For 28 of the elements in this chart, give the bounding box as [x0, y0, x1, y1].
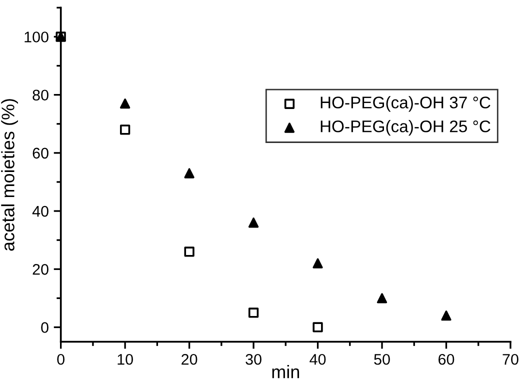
x-tick-label: 0 [57, 354, 64, 365]
point [376, 293, 388, 304]
point [120, 124, 130, 135]
point [120, 98, 130, 109]
point [184, 168, 194, 178]
x-tick-label: 30 [246, 354, 262, 365]
y-tick-label: 100 [24, 32, 48, 42]
x-tick-label: 20 [182, 354, 198, 365]
y-axis-title: acetal moieties (%) [1, 99, 18, 251]
point [312, 258, 323, 268]
y-tick-label: 20 [32, 264, 48, 275]
x-tick-label: 40 [310, 354, 326, 365]
point [248, 308, 259, 318]
x-tick-label: 60 [438, 354, 454, 365]
x-axis-title: min [272, 365, 300, 378]
point [184, 246, 194, 257]
x-tick-label: 10 [118, 354, 133, 365]
y-tick-label: 40 [32, 206, 48, 217]
x-tick-label: 50 [374, 354, 390, 365]
y-tick-label: 0 [41, 322, 48, 333]
y-tick-label: 80 [32, 90, 48, 101]
legend-label: HO-PEG(ca)-OH 25 °C [320, 120, 490, 136]
point [441, 310, 452, 321]
legend-label: HO-PEG(ca)-OH 37 °C [320, 96, 490, 112]
point [312, 322, 323, 332]
x-tick-label: 70 [502, 354, 518, 365]
y-tick-label: 60 [32, 148, 48, 159]
point [248, 218, 259, 228]
